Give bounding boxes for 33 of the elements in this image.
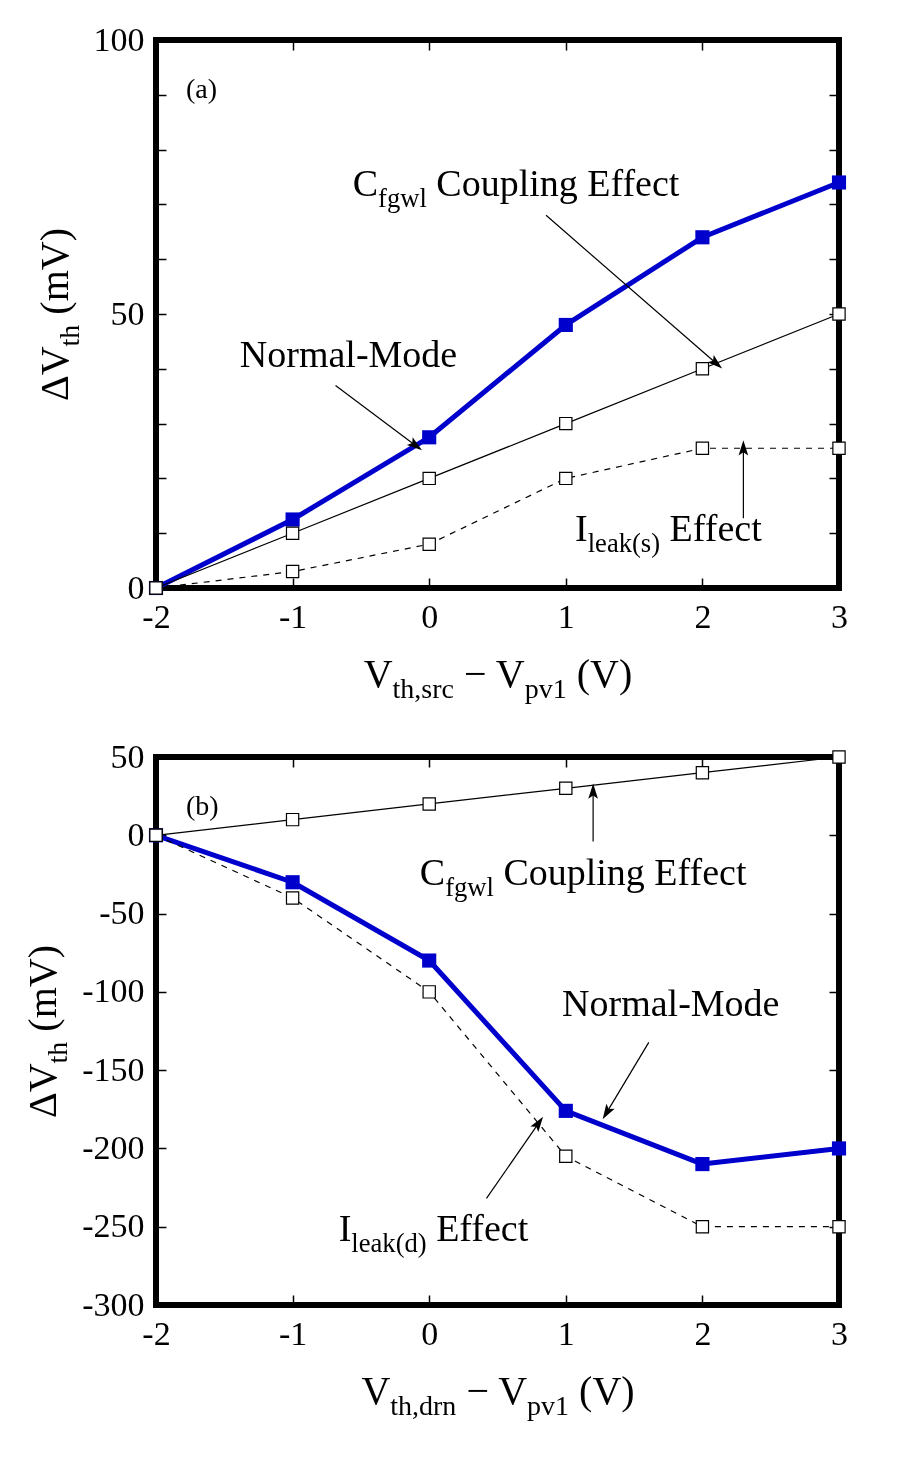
annotation: Normal-Mode bbox=[239, 332, 458, 375]
x-tick-label: -1 bbox=[278, 1314, 308, 1352]
x-tick-label: -2 bbox=[142, 597, 171, 635]
y-tick-label: 50 bbox=[110, 294, 145, 332]
y-tick-label: -250 bbox=[82, 1207, 145, 1245]
y-tick-label: 0 bbox=[127, 815, 145, 853]
y-tick-label: -200 bbox=[82, 1128, 145, 1166]
x-tick-label: 1 bbox=[557, 597, 575, 635]
x-tick-label: 3 bbox=[831, 1314, 848, 1352]
y-tick-label: -100 bbox=[82, 972, 145, 1010]
y-tick-label: 100 bbox=[93, 20, 145, 58]
y-tick-label: -300 bbox=[82, 1285, 145, 1323]
annotation: I$_{leak(s)}$ Effect bbox=[575, 507, 763, 559]
x-axis-title: V$_{th,src}$ − V$_{pv1}$ (V) bbox=[363, 650, 633, 704]
y-tick-label: 50 bbox=[110, 737, 145, 775]
y-tick-label: 0 bbox=[127, 568, 145, 606]
y-tick-label: -150 bbox=[82, 1050, 145, 1088]
x-tick-label: 2 bbox=[694, 597, 712, 635]
x-tick-label: 0 bbox=[421, 597, 439, 635]
y-tick-label: -50 bbox=[99, 894, 145, 932]
annotation: C$_{fgwl}$ Coupling Effect bbox=[352, 162, 680, 214]
annotation: I$_{leak(d)}$ Effect bbox=[338, 1207, 529, 1259]
x-axis-title: V$_{th,drn}$ − V$_{pv1}$ (V) bbox=[361, 1367, 635, 1421]
x-tick-label: -2 bbox=[142, 1314, 171, 1352]
annotation: (a) bbox=[186, 73, 218, 104]
x-tick-label: 2 bbox=[694, 1314, 712, 1352]
x-tick-label: 3 bbox=[831, 597, 848, 635]
annotation: Normal-Mode bbox=[562, 982, 780, 1025]
annotation: (b) bbox=[186, 790, 219, 821]
x-tick-label: 0 bbox=[421, 1314, 439, 1352]
x-tick-label: 1 bbox=[557, 1314, 575, 1352]
x-tick-label: -1 bbox=[278, 597, 308, 635]
annotation: C$_{fgwl}$ Coupling Effect bbox=[419, 851, 747, 903]
